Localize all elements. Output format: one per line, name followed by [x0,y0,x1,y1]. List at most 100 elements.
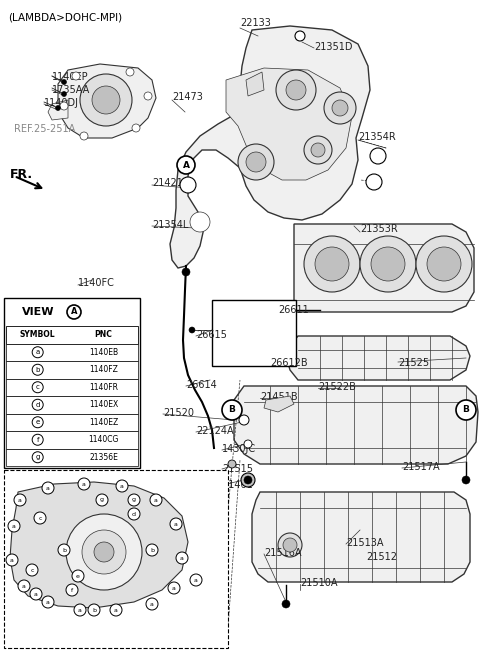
Text: a: a [172,585,176,591]
Text: 21356E: 21356E [89,453,118,462]
Text: 21522B: 21522B [318,382,356,392]
Circle shape [32,382,43,393]
Text: 1735AA: 1735AA [52,85,90,95]
Circle shape [32,347,43,357]
Circle shape [244,476,252,484]
Circle shape [32,399,43,410]
Circle shape [80,74,132,126]
Circle shape [78,478,90,490]
Polygon shape [252,492,470,582]
Circle shape [14,494,26,506]
Bar [4,298,140,468]
Circle shape [239,415,249,425]
Polygon shape [294,224,474,312]
Circle shape [295,31,305,41]
Bar [6,414,138,431]
Text: 1140EP: 1140EP [52,72,89,82]
Text: a: a [174,522,178,526]
Circle shape [244,440,252,448]
Text: PNC: PNC [95,330,113,339]
Polygon shape [264,396,294,412]
Circle shape [456,400,476,420]
Bar [4,470,228,648]
Circle shape [146,598,158,610]
Polygon shape [226,68,352,180]
Text: a: a [194,577,198,583]
Circle shape [190,574,202,586]
Text: FR.: FR. [10,168,33,181]
Circle shape [80,132,88,140]
Circle shape [42,482,54,494]
Bar [6,396,138,414]
Text: A: A [182,160,190,169]
Polygon shape [48,100,68,120]
Polygon shape [286,336,470,380]
Text: 26615: 26615 [196,330,227,340]
Circle shape [427,247,461,281]
Text: 22133: 22133 [240,18,271,28]
Circle shape [241,473,255,487]
Text: a: a [18,498,22,502]
Text: g: g [100,498,104,502]
Circle shape [132,124,140,132]
Text: 1140FZ: 1140FZ [89,365,118,374]
Circle shape [282,600,290,608]
Circle shape [82,530,126,574]
Text: a: a [78,608,82,612]
Circle shape [32,364,43,375]
Circle shape [182,268,190,276]
Circle shape [311,143,325,157]
Text: 21513A: 21513A [346,538,384,548]
Circle shape [238,144,274,180]
Text: a: a [180,555,184,561]
Text: a: a [34,592,38,596]
Text: 21517A: 21517A [402,462,440,472]
Bar [6,361,138,379]
Text: f: f [71,587,73,592]
Text: c: c [30,567,34,573]
Polygon shape [10,482,188,608]
Circle shape [32,417,43,428]
Circle shape [66,514,142,590]
Circle shape [72,570,84,582]
Text: (LAMBDA>DOHC-MPI): (LAMBDA>DOHC-MPI) [8,12,122,22]
Circle shape [61,91,67,97]
Text: e: e [36,419,40,425]
Circle shape [190,212,210,232]
Circle shape [315,247,349,281]
Text: 21516A: 21516A [264,548,301,558]
Polygon shape [234,386,478,464]
Text: a: a [82,481,86,487]
Text: 21354R: 21354R [358,132,396,142]
Circle shape [66,584,78,596]
Text: 21351D: 21351D [314,42,352,52]
Text: 21473: 21473 [172,92,203,102]
Text: 21354L: 21354L [152,220,188,230]
Circle shape [88,604,100,616]
Circle shape [150,494,162,506]
Bar [6,344,138,361]
Circle shape [32,434,43,446]
Circle shape [360,236,416,292]
Text: 22124A: 22124A [196,426,234,436]
Circle shape [283,538,297,552]
Circle shape [18,580,30,592]
Circle shape [276,70,316,110]
Circle shape [94,542,114,562]
Circle shape [180,177,196,193]
Polygon shape [58,64,156,138]
Text: a: a [46,485,50,491]
Text: 21515: 21515 [222,464,253,474]
Text: B: B [228,406,235,414]
Circle shape [6,554,18,566]
Text: 21451B: 21451B [260,392,298,402]
Circle shape [67,305,81,319]
Text: 21421: 21421 [152,178,183,188]
Text: a: a [12,524,16,528]
Circle shape [146,544,158,556]
Circle shape [278,533,302,557]
Text: b: b [150,547,154,553]
Circle shape [416,236,472,292]
Polygon shape [246,72,264,96]
Circle shape [60,102,68,110]
